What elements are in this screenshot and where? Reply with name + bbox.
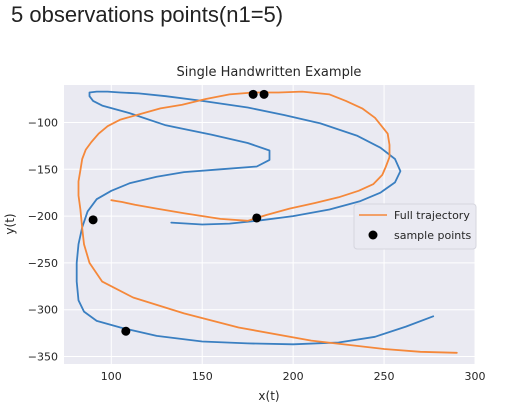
y-tick-label: −150 <box>28 163 58 176</box>
chart-title: Single Handwritten Example <box>177 65 362 80</box>
legend: Full trajectory sample points <box>353 203 477 250</box>
sample-points <box>88 89 269 336</box>
y-tick-label: −200 <box>28 210 58 223</box>
sample-point <box>248 89 258 99</box>
y-tick-label: −250 <box>28 257 58 270</box>
y-tick-label: −300 <box>28 304 58 317</box>
x-tick-label: 300 <box>465 370 486 383</box>
sample-point <box>121 326 131 336</box>
x-tick-label: 250 <box>374 370 395 383</box>
legend-point-swatch <box>368 230 378 240</box>
x-tick-label: 100 <box>101 370 122 383</box>
series-line-0 <box>75 90 435 346</box>
sample-point <box>259 89 269 99</box>
tick-labels: 100 150 200 250 300 −100 −150 −200 −250 −300 −350 <box>28 116 486 383</box>
series-line-1 <box>77 90 458 354</box>
legend-label-full-trajectory: Full trajectory <box>394 209 470 222</box>
x-tick-label: 150 <box>192 370 213 383</box>
y-axis-label: y(t) <box>3 213 17 234</box>
series-lines <box>75 90 458 354</box>
legend-label-sample-points: sample points <box>394 229 472 242</box>
sample-point <box>88 215 98 225</box>
page-heading: 5 observations points(n1=5) <box>11 2 284 27</box>
y-tick-label: −100 <box>28 116 58 129</box>
x-tick-label: 200 <box>283 370 304 383</box>
sample-point <box>252 213 262 223</box>
y-tick-label: −350 <box>28 351 58 364</box>
x-axis-label: x(t) <box>258 389 279 403</box>
